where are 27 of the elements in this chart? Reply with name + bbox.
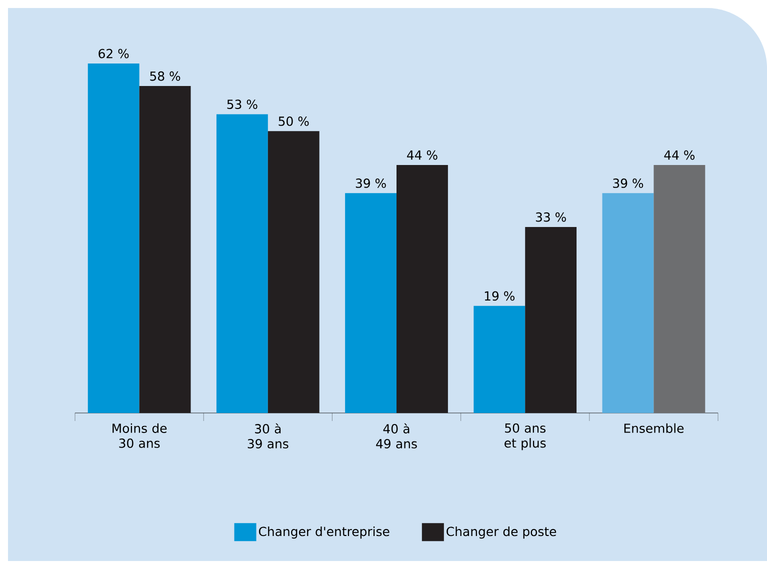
data-label: 44 % [664, 150, 695, 160]
data-label: 33 % [536, 212, 566, 222]
x-tick-label: 30 à 39 ans [248, 423, 288, 448]
bar [88, 63, 140, 413]
x-tick-label: 40 à 49 ans [376, 423, 417, 448]
data-label: 53 % [227, 100, 258, 110]
legend-label: Changer d'entreprise [258, 526, 390, 539]
x-tick-label: Moins de 30 ans [112, 423, 167, 448]
bar [396, 164, 448, 413]
data-label: 50 % [278, 116, 309, 126]
data-label: 58 % [150, 71, 180, 81]
bar [345, 193, 397, 413]
legend-label: Changer de poste [446, 526, 556, 539]
data-label: 44 % [407, 150, 438, 160]
data-label: 39 % [613, 178, 644, 188]
bar [525, 226, 577, 413]
data-label: 39 % [356, 178, 386, 188]
data-label: 62 % [98, 48, 129, 58]
bar [268, 131, 320, 413]
bar [654, 164, 706, 413]
x-tick-label: Ensemble [624, 423, 684, 433]
data-label: 19 % [484, 291, 514, 301]
bar [216, 114, 268, 413]
x-tick-label: 50 ans et plus [504, 423, 546, 450]
bar [139, 86, 191, 413]
bar [602, 193, 654, 413]
bar [474, 306, 526, 413]
